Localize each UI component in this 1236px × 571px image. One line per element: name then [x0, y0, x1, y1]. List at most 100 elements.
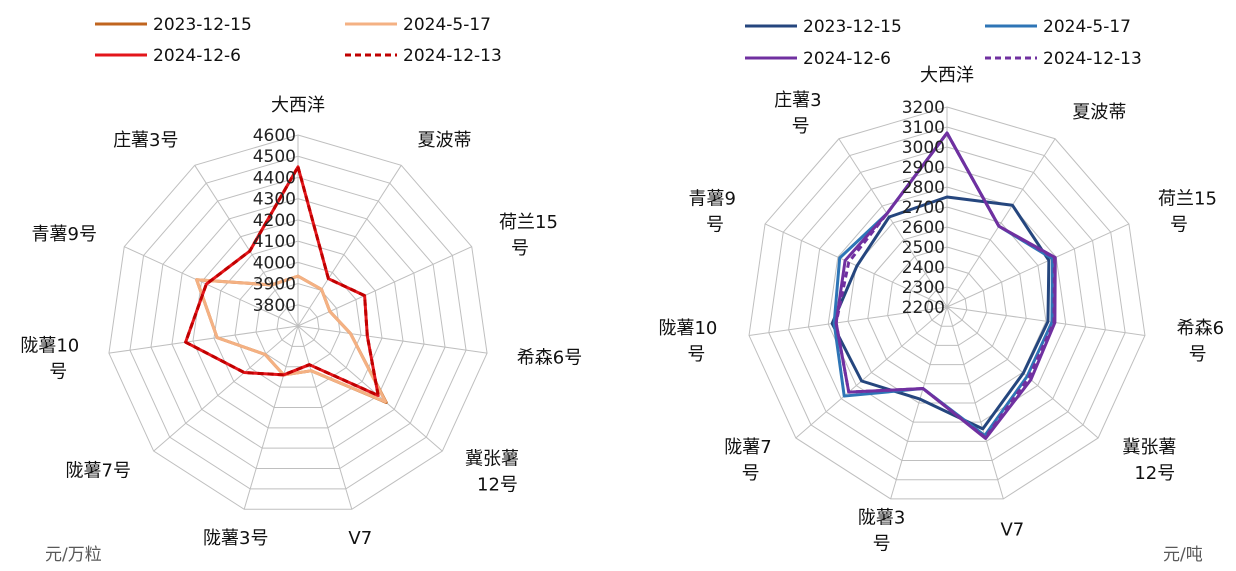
- legend-item: 2023-12-15: [745, 17, 902, 37]
- tick-label: 4300: [253, 190, 296, 210]
- legend-label: 2024-12-13: [1043, 49, 1142, 69]
- unit-label-right: 元/吨: [1163, 545, 1203, 565]
- axis-label: V7: [348, 528, 372, 549]
- axis-label: 青薯9号: [32, 224, 97, 245]
- axis-spoke: [838, 138, 948, 308]
- tick-label: 2600: [902, 218, 945, 238]
- tick-label: 3800: [253, 296, 296, 316]
- axis-spoke: [890, 306, 948, 500]
- legend-item: 2024-5-17: [345, 15, 491, 35]
- tick-label: 2300: [902, 278, 945, 298]
- axis-label: 大西洋: [920, 65, 974, 86]
- legend-item: 2024-12-6: [95, 46, 241, 66]
- tick-label: 2800: [902, 178, 945, 198]
- legend-label: 2024-12-13: [403, 46, 502, 66]
- grid-ring: [255, 283, 341, 368]
- tick-label: 2500: [902, 238, 945, 258]
- grid-ring: [807, 166, 1087, 442]
- legend-label: 2023-12-15: [803, 17, 902, 37]
- axis-label: 荷兰15 号: [1158, 189, 1217, 236]
- axis-spoke: [124, 246, 299, 327]
- legend-label: 2024-12-6: [153, 46, 241, 66]
- axis-spoke: [194, 165, 299, 327]
- axis-spoke: [297, 325, 488, 354]
- tick-label: 2700: [902, 198, 945, 218]
- grid-ring: [827, 186, 1067, 423]
- tick-label: 4600: [253, 126, 296, 146]
- axis-label: 陇薯10 号: [658, 318, 717, 365]
- radar-chart-1: 2200230024002500260027002800290030003100…: [658, 65, 1224, 555]
- legend-item: 2023-12-15: [95, 15, 252, 35]
- axis-spoke: [153, 325, 299, 452]
- axis-spoke: [946, 223, 1130, 308]
- grid-ring: [887, 246, 1007, 366]
- axis-label: 夏波蒂: [417, 130, 471, 151]
- legend-1: 2023-12-15 2024-5-17 2024-12-6 2024-12-13: [745, 17, 1142, 69]
- axis-spoke: [243, 325, 299, 510]
- axis-spoke: [946, 138, 1056, 308]
- axis-label: 夏波蒂: [1072, 102, 1126, 123]
- axis-label: 荷兰15 号: [499, 212, 558, 259]
- tick-label: 3100: [902, 118, 945, 138]
- axis-label: 庄薯3号: [113, 130, 178, 151]
- tick-label: 2900: [902, 158, 945, 178]
- tick-label: 4200: [253, 211, 296, 231]
- tick-label: 4000: [253, 253, 296, 273]
- legend-label: 2024-5-17: [403, 15, 491, 35]
- axis-spoke: [297, 165, 402, 327]
- series-line-2024-12-13: [834, 131, 1056, 439]
- axis-label: 大西洋: [271, 95, 325, 116]
- legend-item: 2024-12-13: [985, 49, 1142, 69]
- tick-label: 3900: [253, 275, 296, 295]
- grid-ring: [192, 219, 404, 429]
- unit-label-left: 元/万粒: [45, 545, 102, 565]
- axis-spoke: [946, 306, 1146, 336]
- tick-label: 2200: [902, 298, 945, 318]
- legend-item: 2024-12-13: [345, 46, 502, 66]
- axis-label: 希森6号: [517, 347, 582, 368]
- axis-label: 陇薯7号: [66, 461, 131, 482]
- tick-label: 4500: [253, 147, 296, 167]
- legend-label: 2023-12-15: [153, 15, 252, 35]
- series-line-2024-12-6: [184, 165, 380, 397]
- grid-ring: [213, 240, 383, 408]
- axis-label: 冀张薯 12号: [1122, 437, 1176, 484]
- legend-item: 2024-12-6: [745, 49, 891, 69]
- axis-spoke: [297, 325, 353, 510]
- tick-label: 4400: [253, 168, 296, 188]
- axis-spoke: [795, 306, 948, 439]
- axis-spoke: [108, 325, 299, 354]
- axis-spoke: [297, 325, 443, 452]
- legend-0: 2023-12-15 2024-5-17 2024-12-6 2024-12-13: [95, 15, 502, 66]
- grid-ring: [926, 286, 968, 327]
- tick-label: 2400: [902, 258, 945, 278]
- grid-ring: [108, 134, 488, 510]
- grid-ring: [768, 126, 1126, 481]
- grid-ring: [171, 198, 425, 449]
- tick-label: 4100: [253, 232, 296, 252]
- axis-label: 陇薯10 号: [20, 335, 79, 382]
- tick-label: 3000: [902, 138, 945, 158]
- axis-spoke: [946, 306, 1004, 500]
- axis-label: V7: [1000, 520, 1024, 541]
- grid-ring: [150, 176, 446, 470]
- grid-ring: [748, 106, 1146, 500]
- tick-label: 3200: [902, 98, 945, 118]
- grid-ring: [906, 266, 988, 346]
- grid-ring: [867, 226, 1027, 385]
- legend-label: 2024-5-17: [1043, 17, 1131, 37]
- axis-label: 陇薯3号: [203, 528, 268, 549]
- axis-label: 冀张薯 12号: [465, 449, 519, 496]
- grid-ring: [788, 146, 1106, 462]
- grid-ring: [276, 304, 320, 347]
- legend-item: 2024-5-17: [985, 17, 1131, 37]
- grid-ring: [234, 261, 362, 388]
- legend-label: 2024-12-6: [803, 49, 891, 69]
